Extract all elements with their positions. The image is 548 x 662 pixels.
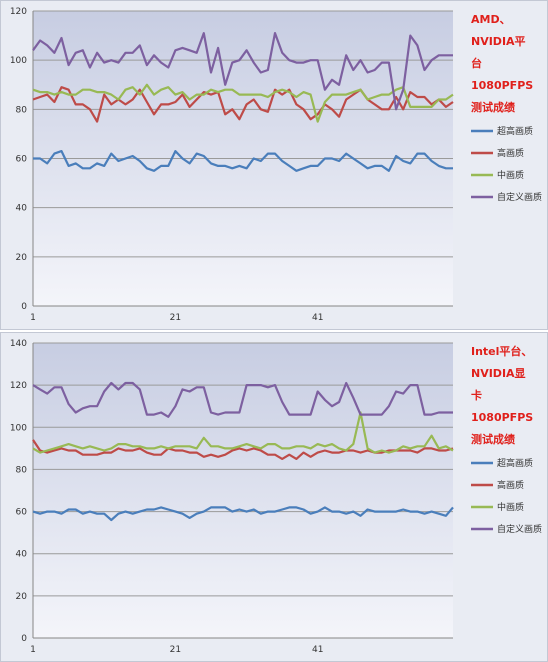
y-tick-label: 0: [21, 634, 27, 644]
chart-title-line: 台: [471, 56, 482, 70]
y-tick-label: 120: [10, 381, 27, 391]
y-tick-label: 80: [16, 105, 28, 115]
chart-title-line: 测试成绩: [471, 432, 515, 446]
chart-panel-amd: 0 20 40 60 80 100 120 1 21 41 AMD、 NVIDIA平台 1080PFPS…: [0, 0, 548, 330]
legend-label-ultra: 超高画质: [497, 457, 533, 469]
y-tick-label: 140: [10, 339, 27, 349]
legend-label-medium: 中画质: [497, 169, 524, 181]
legend-label-high: 高画质: [497, 479, 524, 491]
series-line-medium: [32, 411, 454, 454]
series-line-medium: [32, 83, 454, 123]
y-tick-label: 0: [21, 302, 27, 312]
series-line-ultra: [32, 506, 454, 522]
chart-title-line: 卡: [471, 388, 482, 402]
legend-label-medium: 中画质: [497, 501, 524, 513]
y-tick-label: 100: [10, 423, 27, 433]
series-line-custom: [32, 381, 453, 418]
y-tick-label: 40: [16, 550, 28, 560]
y-tick-label: 20: [16, 592, 28, 602]
x-tick-label: 1: [30, 645, 36, 655]
chart-title-line: 1080PFPS: [471, 79, 533, 92]
y-tick-label: 100: [10, 56, 27, 66]
y-tick-label: 40: [16, 204, 28, 214]
x-tick-label: 41: [312, 645, 323, 655]
x-tick-label: 21: [170, 313, 181, 323]
plot-area: [33, 343, 453, 638]
legend-label-ultra: 超高画质: [497, 125, 533, 137]
series-line-ultra: [33, 150, 453, 172]
chart-title-line: 测试成绩: [471, 100, 515, 114]
series-line-custom: [32, 31, 453, 111]
y-tick-label: 80: [16, 465, 28, 475]
chart-title-line: 1080PFPS: [471, 411, 533, 424]
chart-title-line: AMD、: [471, 13, 511, 26]
x-tick-label: 21: [170, 645, 181, 655]
chart-title-line: NVIDIA平: [471, 35, 526, 48]
chart-title-line: Intel平台、: [471, 344, 532, 358]
x-tick-label: 1: [30, 313, 36, 323]
series-line-high: [32, 86, 454, 123]
y-tick-label: 60: [16, 155, 28, 165]
chart-panel-intel: 0 20 40 60 80 100 120 140 1 21 41 Intel平台、 NVIDIA显卡 1…: [0, 332, 548, 662]
y-tick-label: 20: [16, 253, 28, 263]
legend-label-custom: 自定义画质: [497, 191, 542, 203]
y-tick-label: 120: [10, 7, 27, 17]
y-tick-label: 60: [16, 508, 28, 518]
legend-label-custom: 自定义画质: [497, 523, 542, 535]
legend-label-high: 高画质: [497, 147, 524, 159]
x-tick-label: 41: [312, 313, 323, 323]
series-line-high: [32, 439, 454, 461]
chart-title-line: NVIDIA显: [471, 367, 526, 380]
